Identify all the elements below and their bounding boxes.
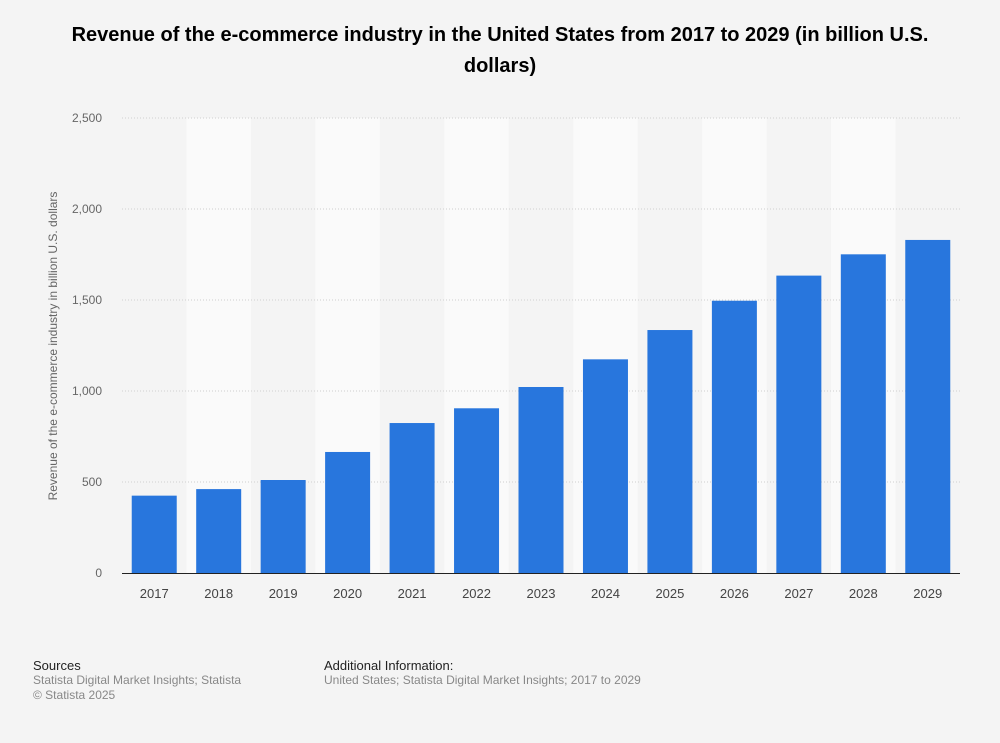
x-tick-label: 2026: [720, 586, 749, 601]
bar-2017: [131, 495, 177, 573]
bar-2028: [840, 254, 886, 573]
x-tick-label: 2029: [913, 586, 942, 601]
bar-2026: [711, 300, 757, 573]
x-tick-label: 2025: [655, 586, 684, 601]
copyright-text: © Statista 2025: [33, 688, 116, 702]
x-tick-label: 2021: [398, 586, 427, 601]
bar-2020: [325, 451, 371, 573]
bar-2019: [260, 479, 306, 573]
bar-2021: [389, 423, 435, 573]
x-tick-label: 2028: [849, 586, 878, 601]
sources-heading: Sources: [33, 658, 81, 673]
sources-text: Statista Digital Market Insights; Statis…: [33, 673, 242, 687]
x-tick-label: 2019: [269, 586, 298, 601]
y-axis-label: Revenue of the e-commerce industry in bi…: [46, 192, 60, 501]
y-tick-label: 1,500: [72, 293, 102, 307]
y-tick-label: 1,000: [72, 384, 102, 398]
x-tick-label: 2024: [591, 586, 620, 601]
bar-2022: [454, 408, 500, 573]
additional-info-block: Additional Information: United States; S…: [324, 658, 641, 688]
y-tick-label: 500: [82, 475, 102, 489]
x-tick-label: 2023: [527, 586, 556, 601]
chart-title: Revenue of the e-commerce industry in th…: [71, 24, 929, 77]
additional-info-text: United States; Statista Digital Market I…: [324, 673, 641, 687]
y-tick-label: 0: [95, 566, 102, 580]
x-tick-label: 2018: [204, 586, 233, 601]
bar-2027: [776, 275, 822, 573]
x-tick-label: 2022: [462, 586, 491, 601]
bar-2025: [647, 330, 693, 573]
bar-2024: [582, 359, 628, 573]
additional-info-heading: Additional Information:: [324, 658, 454, 673]
x-tick-label: 2017: [140, 586, 169, 601]
x-tick-label: 2020: [333, 586, 362, 601]
y-tick-label: 2,500: [72, 111, 102, 125]
y-tick-label: 2,000: [72, 202, 102, 216]
x-tick-label: 2027: [784, 586, 813, 601]
bar-2029: [905, 239, 951, 573]
bar-2018: [196, 489, 242, 573]
bar-2023: [518, 386, 564, 573]
sources-block: Sources Statista Digital Market Insights…: [33, 658, 241, 703]
